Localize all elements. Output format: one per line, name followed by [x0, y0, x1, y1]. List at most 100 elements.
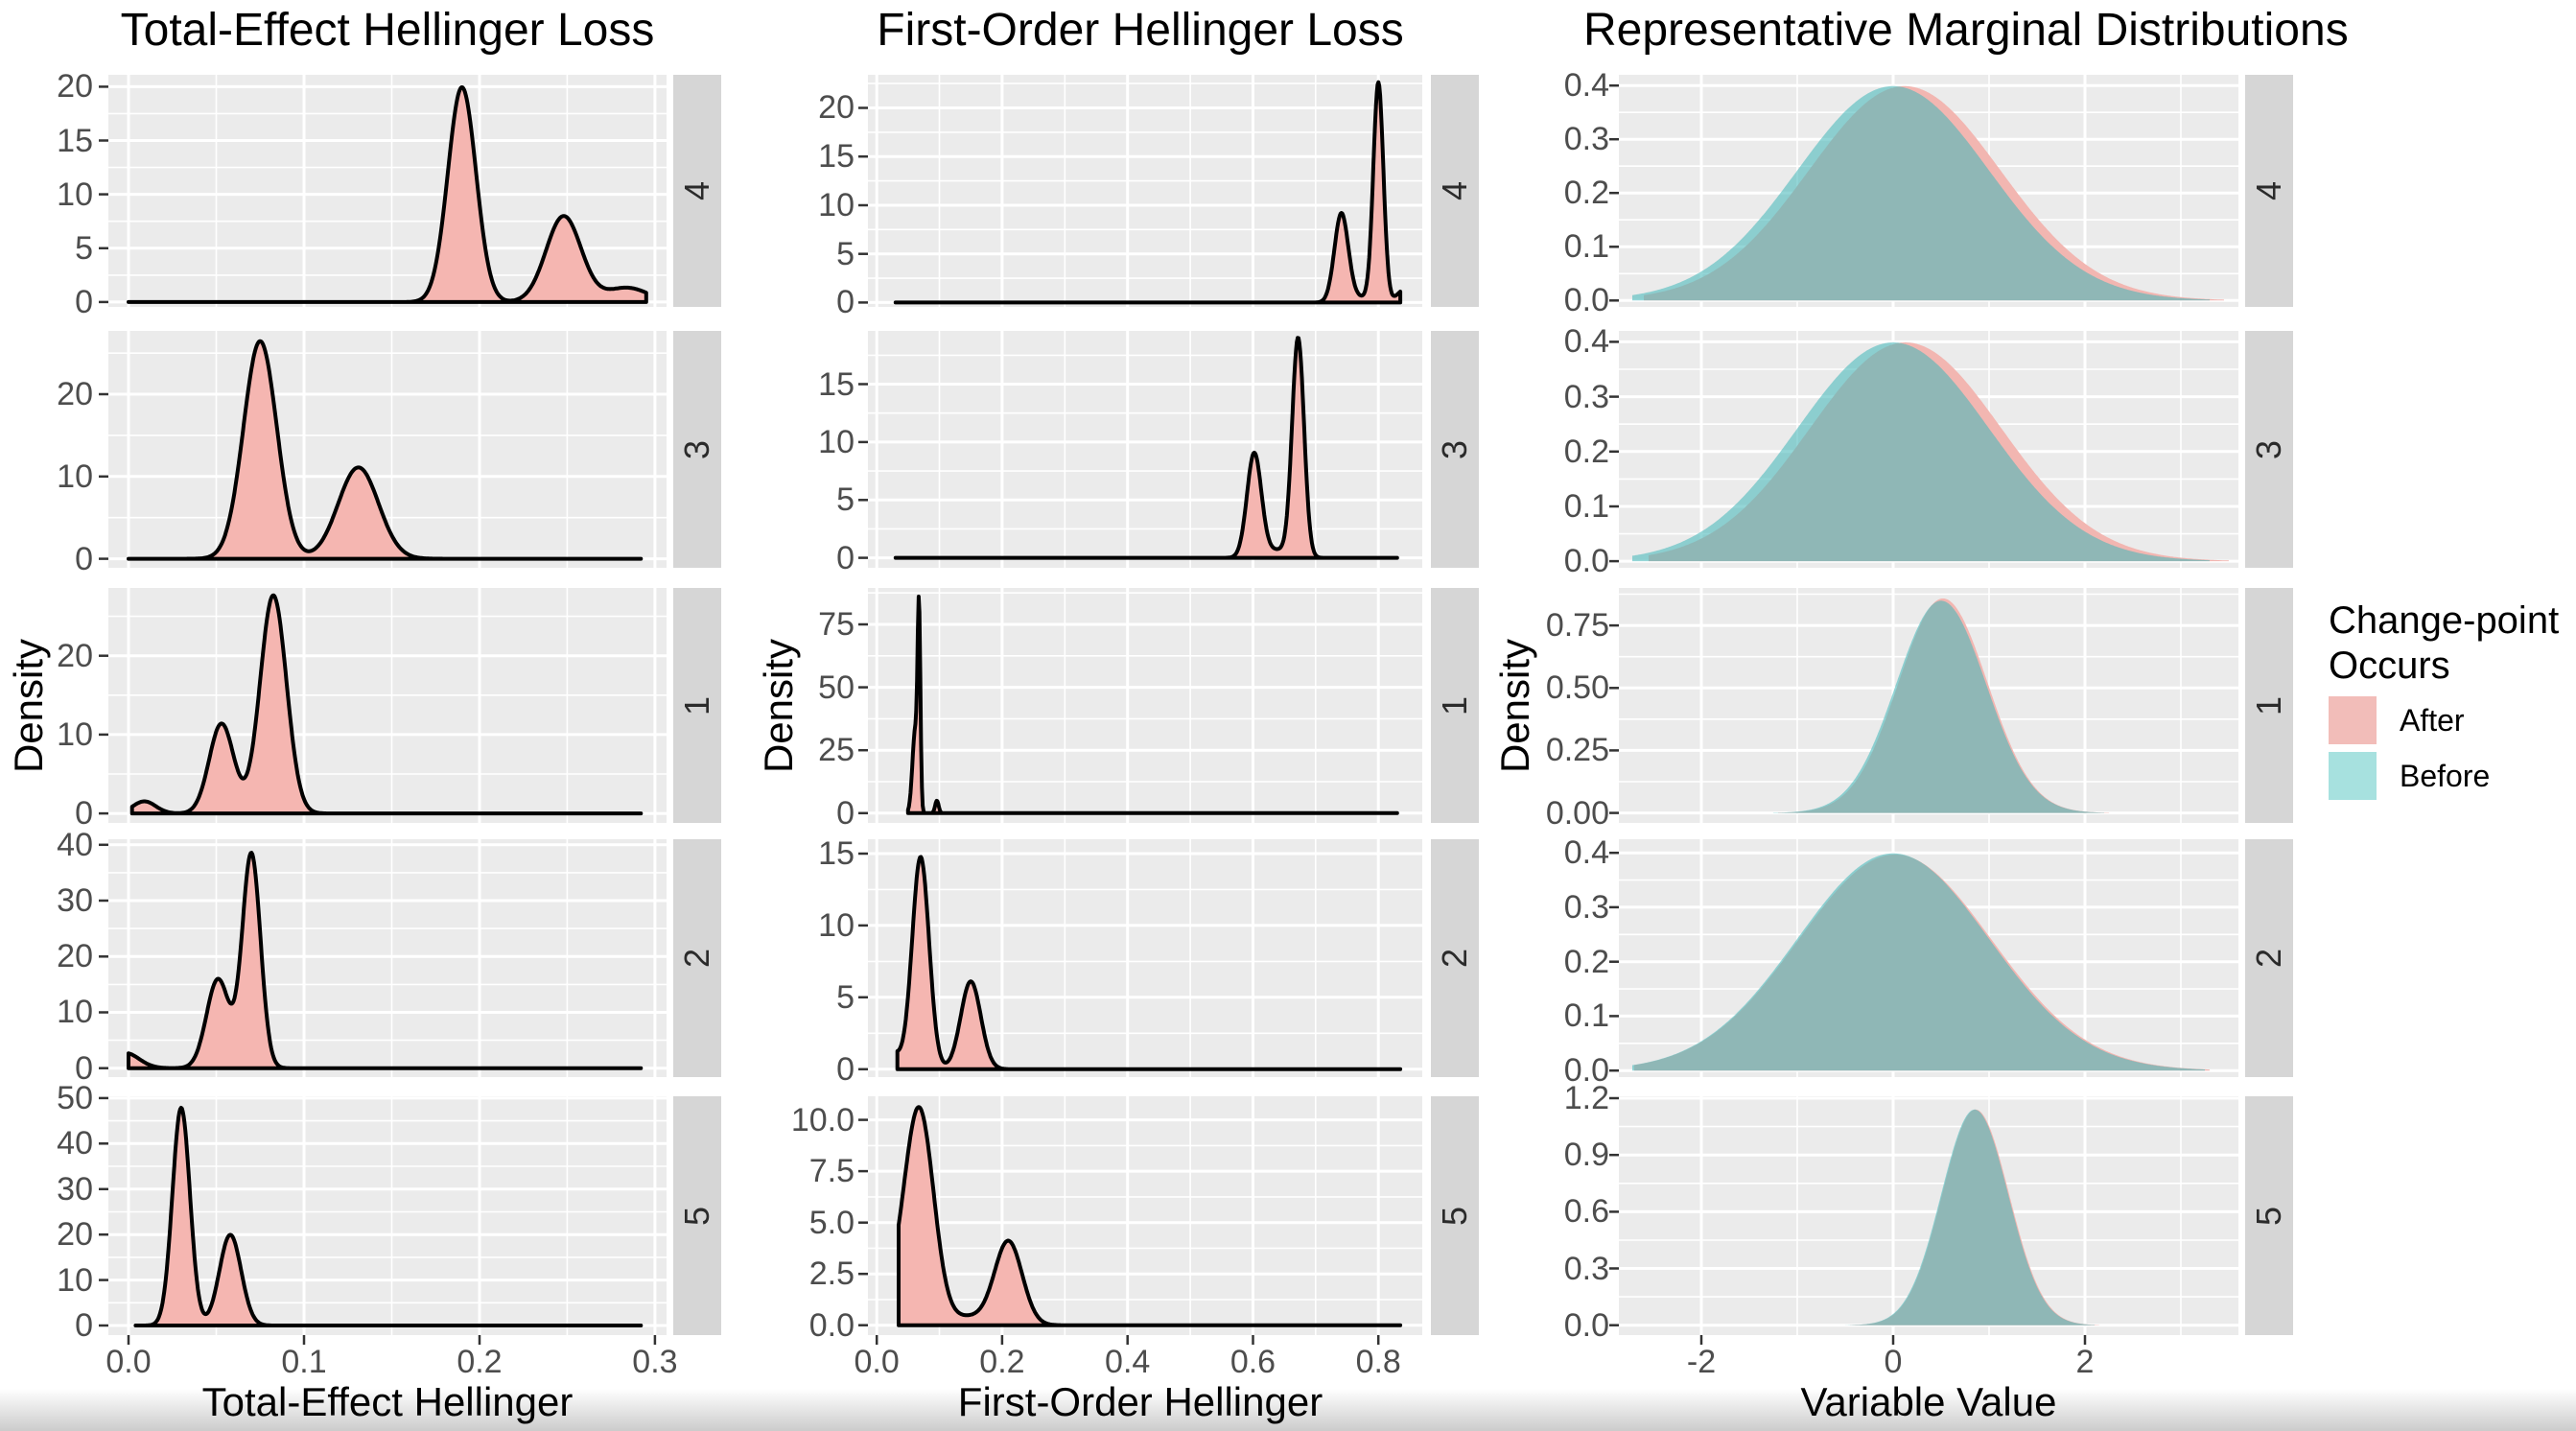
- facet-strip-label: 2: [677, 948, 716, 969]
- y-tick-label: 10: [818, 423, 855, 460]
- panel-col2-facet1: [858, 588, 1422, 823]
- facet-strip-2: 2: [673, 839, 721, 1077]
- panel-col3-facet5: [1609, 1096, 2238, 1345]
- panel-col2-facet2: [858, 839, 1422, 1077]
- x-tick-label: 2: [2075, 1344, 2095, 1380]
- density-curve-before: [1632, 85, 2210, 301]
- legend-swatch-after: [2329, 696, 2377, 744]
- column-title-first-order: First-Order Hellinger Loss: [877, 5, 1404, 56]
- y-tick-label: 0: [75, 540, 93, 577]
- y-tick-label: 75: [818, 606, 855, 644]
- x-tick-label: 0.4: [1105, 1344, 1151, 1380]
- y-tick-label: 0: [836, 284, 855, 321]
- y-tick-label: 0.00: [1545, 794, 1609, 832]
- y-tick-label: 0.2: [1563, 433, 1609, 470]
- y-tick-label: 0.0: [1563, 1306, 1609, 1344]
- legend-title-line1: Change-point: [2329, 599, 2560, 642]
- density-curve-after: [127, 339, 644, 561]
- panel-col3-facet1: [1609, 588, 2238, 823]
- y-tick-label: 0.3: [1563, 1250, 1609, 1287]
- x-tick-label: 0.0: [854, 1344, 900, 1380]
- y-tick-label: 10: [57, 994, 93, 1031]
- legend-label-after: After: [2400, 702, 2465, 738]
- facet-strip-label: 2: [2249, 948, 2288, 969]
- x-axis-title-col2: First-Order Hellinger: [957, 1379, 1323, 1424]
- y-tick-label: 5: [836, 235, 855, 272]
- y-tick-label: 0.1: [1563, 228, 1609, 266]
- facet-strip-label: 5: [677, 1206, 716, 1226]
- density-curve-after: [897, 1105, 1403, 1327]
- y-tick-label: 0.75: [1545, 607, 1609, 645]
- facet-strip-1: 1: [1431, 588, 1479, 823]
- y-tick-label: 1.2: [1563, 1079, 1609, 1116]
- y-tick-label: 5: [75, 229, 93, 267]
- y-tick-label: 30: [57, 1170, 93, 1208]
- y-tick-label: 0.4: [1563, 834, 1609, 872]
- x-tick-label: 0.0: [105, 1344, 152, 1380]
- x-tick-label: 0: [1884, 1344, 1903, 1380]
- facet-strip-label: 4: [677, 180, 716, 201]
- y-tick-label: 10.0: [790, 1101, 855, 1138]
- panel-col3-facet4: [1609, 75, 2238, 307]
- legend-title-line2: Occurs: [2329, 645, 2450, 687]
- facet-strip-3: 3: [673, 331, 721, 568]
- y-tick-label: 0.25: [1545, 732, 1609, 769]
- panel-col1-facet2: [99, 839, 667, 1077]
- x-tick-label: -2: [1686, 1344, 1717, 1380]
- y-tick-label: 5: [836, 481, 855, 519]
- y-tick-label: 0.0: [1563, 1052, 1609, 1090]
- panel-background: [868, 75, 1422, 307]
- density-curve-after: [133, 1106, 644, 1327]
- x-tick-label: 0.2: [457, 1344, 503, 1380]
- facet-strip-label: 1: [677, 695, 716, 716]
- panel-col3-facet3: [1609, 331, 2238, 568]
- panel-col1-facet4: [99, 75, 667, 307]
- y-tick-label: 20: [57, 637, 93, 674]
- y-tick-label: 50: [57, 1079, 93, 1116]
- y-tick-label: 0: [75, 795, 93, 833]
- x-tick-label: 0.8: [1355, 1344, 1401, 1380]
- density-curve-after: [895, 855, 1403, 1071]
- facet-strip-5: 5: [1431, 1096, 1479, 1335]
- y-tick-label: 20: [57, 68, 93, 106]
- y-tick-label: 0.0: [1563, 543, 1609, 580]
- y-tick-label: 0.0: [808, 1306, 855, 1344]
- panel-background: [868, 839, 1422, 1077]
- y-tick-label: 0.1: [1563, 997, 1609, 1035]
- facet-strip-label: 5: [2249, 1206, 2288, 1226]
- panel-col3-facet2: [1609, 839, 2238, 1077]
- facet-strip-label: 1: [1435, 695, 1474, 716]
- y-tick-label: 20: [57, 938, 93, 975]
- y-tick-label: 0: [75, 1049, 93, 1087]
- density-curve-before: [1845, 1109, 2095, 1325]
- density-curve-after: [893, 80, 1403, 305]
- y-tick-label: 7.5: [808, 1153, 855, 1190]
- panel-background: [868, 588, 1422, 823]
- y-tick-label: 0.3: [1563, 378, 1609, 415]
- facet-strip-label: 4: [1435, 180, 1474, 201]
- y-tick-label: 0.2: [1563, 943, 1609, 980]
- y-tick-label: 0: [836, 794, 855, 832]
- y-tick-label: 10: [57, 1261, 93, 1299]
- facet-strip-4: 4: [2245, 75, 2293, 307]
- panel-col2-facet5: [858, 1096, 1422, 1345]
- y-tick-label: 10: [818, 186, 855, 223]
- y-tick-label: 15: [57, 122, 93, 159]
- legend-item-after: After: [2329, 696, 2576, 744]
- y-tick-label: 20: [57, 1216, 93, 1254]
- facet-strip-3: 3: [2245, 331, 2293, 568]
- y-tick-label: 30: [57, 882, 93, 920]
- panel-col2-facet3: [858, 331, 1422, 568]
- facet-strip-3: 3: [1431, 331, 1479, 568]
- y-tick-label: 0.0: [1563, 282, 1609, 319]
- y-tick-label: 10: [57, 457, 93, 495]
- x-tick-label: 0.2: [979, 1344, 1025, 1380]
- y-tick-label: 2.5: [808, 1255, 855, 1293]
- panel-col1-facet5: [99, 1096, 667, 1345]
- facet-strip-label: 5: [1435, 1206, 1474, 1226]
- x-axis-title-col3: Variable Value: [1800, 1379, 2057, 1424]
- facet-strip-2: 2: [1431, 839, 1479, 1077]
- y-tick-label: 0.6: [1563, 1193, 1609, 1231]
- facet-strip-1: 1: [2245, 588, 2293, 823]
